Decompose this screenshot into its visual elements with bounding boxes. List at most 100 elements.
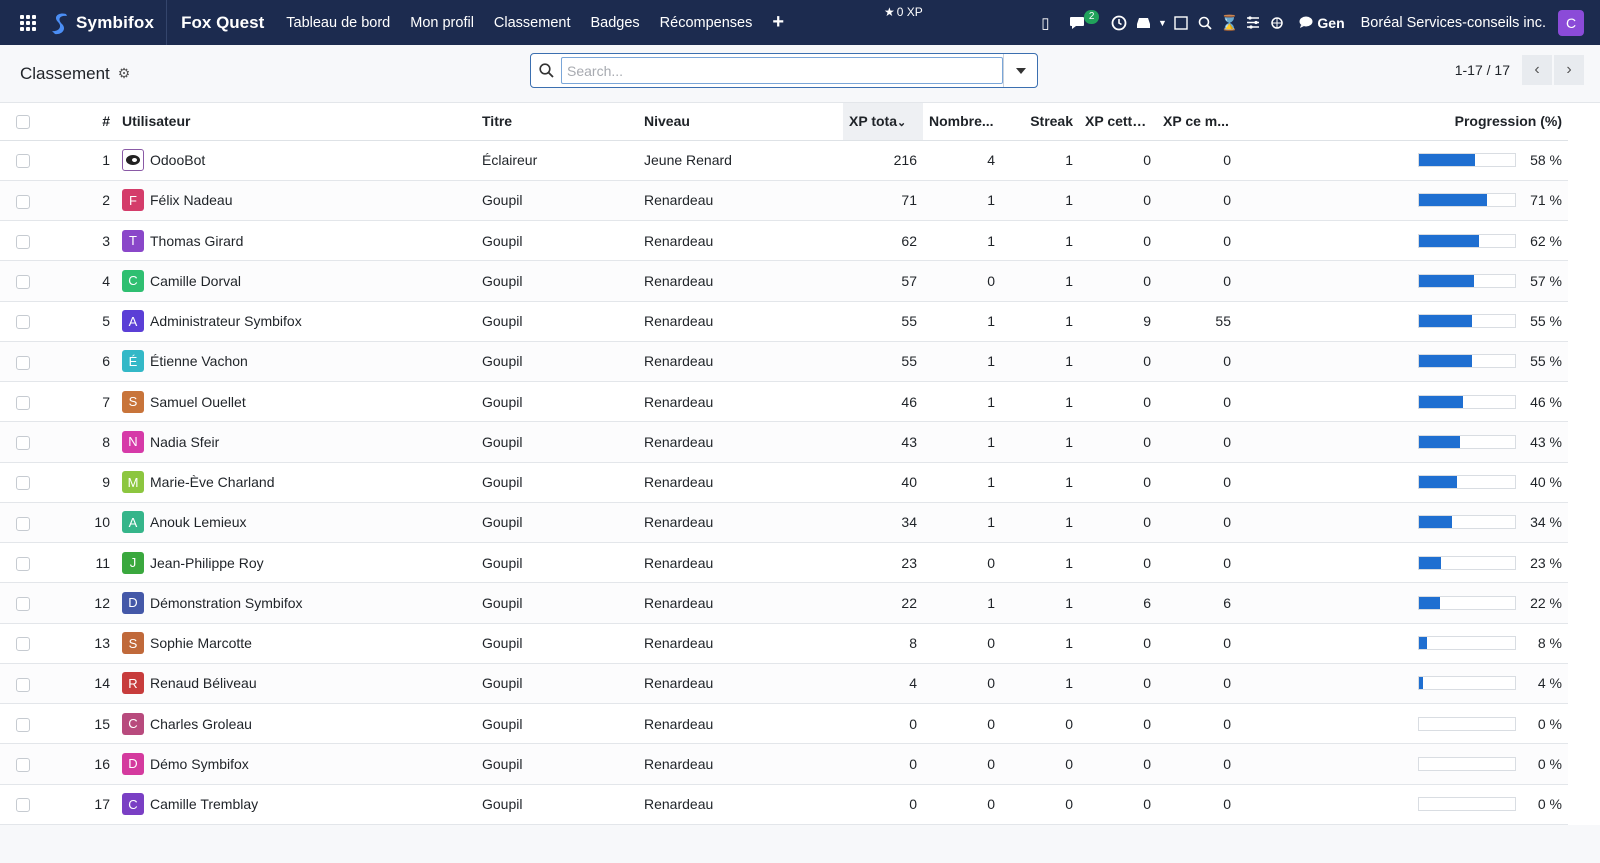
- column-progress[interactable]: Progression (%): [1237, 103, 1568, 141]
- column-xp-month[interactable]: XP ce m...: [1157, 103, 1237, 141]
- row-checkbox[interactable]: [16, 275, 30, 290]
- gen-button[interactable]: Gen: [1299, 15, 1345, 31]
- progress-fill: [1419, 395, 1464, 408]
- row-checkbox[interactable]: [16, 758, 30, 773]
- table-row[interactable]: 2 F Félix Nadeau Goupil Renardeau 71 1 1 0 0 71 %: [0, 180, 1568, 221]
- progress-cell: 40 %: [1237, 462, 1568, 502]
- row-checkbox[interactable]: [16, 798, 30, 813]
- table-row[interactable]: 15 C Charles Groleau Goupil Renardeau 0 0 0 0 0 0 …: [0, 703, 1568, 744]
- chat-icon[interactable]: 2: [1065, 0, 1100, 45]
- row-checkbox[interactable]: [16, 315, 30, 330]
- search-icon[interactable]: [1193, 0, 1217, 45]
- window-icon[interactable]: [1169, 0, 1193, 45]
- sliders-icon[interactable]: [1241, 0, 1265, 45]
- progress-value: 58 %: [1530, 152, 1562, 169]
- progress-value: 71 %: [1530, 192, 1562, 209]
- inbox-icon[interactable]: [1131, 0, 1155, 45]
- caret-down-icon[interactable]: ▼: [1157, 17, 1167, 28]
- user-name: Thomas Girard: [150, 232, 244, 249]
- search-input[interactable]: [561, 57, 1003, 84]
- pager-next-button[interactable]: ›: [1554, 55, 1584, 85]
- column-count[interactable]: Nombre...: [923, 103, 1001, 141]
- clock-icon[interactable]: [1107, 0, 1131, 45]
- pager-previous-button[interactable]: ‹: [1522, 55, 1552, 85]
- row-checkbox[interactable]: [16, 395, 30, 410]
- progress-fill: [1419, 154, 1475, 167]
- menu-item-dashboard[interactable]: Tableau de bord: [286, 14, 391, 31]
- table-row[interactable]: 3 T Thomas Girard Goupil Renardeau 62 1 1 0 0 62 %: [0, 220, 1568, 261]
- column-streak[interactable]: Streak: [1001, 103, 1079, 141]
- app-name[interactable]: Fox Quest: [181, 12, 265, 32]
- hourglass-icon[interactable]: ⌛: [1220, 14, 1239, 32]
- column-xp-week[interactable]: XP cette...: [1079, 103, 1157, 141]
- brand-logo[interactable]: Symbifox: [48, 0, 168, 45]
- row-checkbox[interactable]: [16, 677, 30, 692]
- table-row[interactable]: 4 C Camille Dorval Goupil Renardeau 57 0 1 0 0 57 …: [0, 260, 1568, 301]
- search-box: [530, 53, 1038, 88]
- row-checkbox[interactable]: [16, 637, 30, 652]
- level-cell: Renardeau: [644, 313, 714, 330]
- table-row[interactable]: 9 M Marie-Ève Charland Goupil Renardeau 40 1 1 0…: [0, 462, 1568, 503]
- row-checkbox[interactable]: [16, 234, 30, 249]
- rank-cell: 13: [94, 635, 110, 652]
- xp-week-cell: 0: [1143, 353, 1151, 370]
- add-icon[interactable]: +: [772, 11, 785, 33]
- progress-cell: 0 %: [1237, 744, 1568, 784]
- row-checkbox[interactable]: [16, 154, 30, 169]
- user-avatar[interactable]: C: [1558, 9, 1584, 36]
- apps-menu-icon[interactable]: [8, 0, 48, 45]
- table-row[interactable]: 5 A Administrateur Symbifox Goupil Renardeau…: [0, 301, 1568, 342]
- table-row[interactable]: 17 C Camille Tremblay Goupil Renardeau 0 0 0 0 0 0…: [0, 784, 1568, 825]
- table-row[interactable]: 13 S Sophie Marcotte Goupil Renardeau 8 0 1 0 0 8 …: [0, 623, 1568, 664]
- xp-total-cell: 4: [909, 675, 917, 692]
- column-level[interactable]: Niveau: [638, 103, 843, 141]
- column-user[interactable]: Utilisateur: [116, 103, 476, 141]
- row-checkbox[interactable]: [16, 556, 30, 571]
- progress-cell: 58 %: [1237, 140, 1568, 180]
- menu-item-profile[interactable]: Mon profil: [410, 14, 474, 31]
- row-checkbox[interactable]: [16, 355, 30, 370]
- xp-total-cell: 62: [901, 232, 917, 249]
- column-title[interactable]: Titre: [476, 103, 638, 141]
- table-row[interactable]: 12 D Démonstration Symbifox Goupil Renardeau…: [0, 582, 1568, 623]
- row-checkbox[interactable]: [16, 516, 30, 531]
- table-row[interactable]: 11 J Jean-Philippe Roy Goupil Renardeau 23 0 1 0…: [0, 542, 1568, 583]
- row-checkbox-cell: [0, 663, 44, 703]
- row-checkbox-cell: [0, 301, 44, 341]
- table-row[interactable]: 8 N Nadia Sfeir Goupil Renardeau 43 1 1 0 0 43 %: [0, 421, 1568, 462]
- table-row[interactable]: 1 OdooBot Éclaireur Jeune Renard 216 4 1 0 0 58 %: [0, 140, 1568, 181]
- menu-item-badges[interactable]: Badges: [590, 14, 640, 31]
- row-checkbox[interactable]: [16, 194, 30, 209]
- company-switcher[interactable]: Boréal Services-conseils inc.: [1360, 14, 1546, 31]
- progress-value: 0 %: [1537, 715, 1562, 732]
- pager-value[interactable]: 1-17 / 17: [1454, 62, 1510, 78]
- title-cell: Goupil: [482, 635, 523, 652]
- menu-item-leaderboard[interactable]: Classement: [493, 14, 571, 31]
- table-row[interactable]: 16 D Démo Symbifox Goupil Renardeau 0 0 0 0 0 0 %: [0, 743, 1568, 784]
- row-checkbox[interactable]: [16, 597, 30, 612]
- select-all-checkbox[interactable]: [16, 115, 30, 130]
- row-checkbox[interactable]: [16, 476, 30, 491]
- row-checkbox[interactable]: [16, 717, 30, 732]
- gear-icon[interactable]: ⚙: [117, 65, 131, 81]
- count-cell: 1: [987, 353, 995, 370]
- search-options-toggle[interactable]: [1003, 54, 1037, 87]
- menu-item-rewards[interactable]: Récompenses: [659, 14, 753, 31]
- table-row[interactable]: 10 A Anouk Lemieux Goupil Renardeau 34 1 1 0 0 34 …: [0, 502, 1568, 543]
- progress-bar: [1418, 475, 1516, 490]
- table-row[interactable]: 6 É Étienne Vachon Goupil Renardeau 55 1 1 0 0 55 …: [0, 341, 1568, 382]
- table-row[interactable]: 7 S Samuel Ouellet Goupil Renardeau 46 1 1 0 0 46 …: [0, 381, 1568, 422]
- xp-indicator[interactable]: ★ 0 XP: [884, 5, 923, 19]
- column-xp-total[interactable]: XP tota⌄: [843, 103, 923, 141]
- progress-bar: [1418, 555, 1516, 570]
- row-checkbox[interactable]: [16, 436, 30, 451]
- column-xp-total-label: XP tota: [849, 113, 897, 130]
- user-cell: A Administrateur Symbifox: [116, 301, 476, 341]
- mobile-icon[interactable]: ▯: [1041, 14, 1050, 32]
- bug-icon[interactable]: [1265, 0, 1289, 45]
- table-row[interactable]: 14 R Renaud Béliveau Goupil Renardeau 4 0 1 0 0 4 …: [0, 663, 1568, 704]
- progress-cell: 43 %: [1237, 422, 1568, 462]
- column-rank[interactable]: #: [44, 103, 116, 141]
- leaderboard-list: # Utilisateur Titre Niveau XP tota⌄ Nomb…: [0, 103, 1600, 825]
- level-cell: Renardeau: [644, 192, 714, 209]
